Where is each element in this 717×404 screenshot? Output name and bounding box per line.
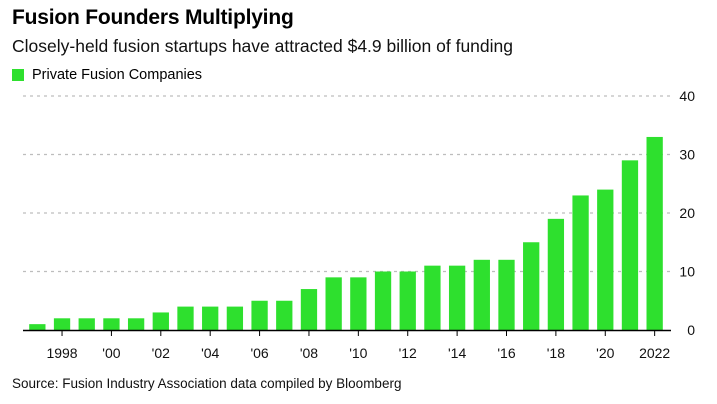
bar-1998 [53, 318, 71, 330]
bar-2017 [523, 242, 540, 330]
x-tick-label: '12 [399, 345, 417, 361]
bar-2002 [152, 312, 169, 330]
bar-2003 [177, 306, 194, 330]
legend: Private Fusion Companies [12, 67, 202, 83]
bar-2010 [350, 277, 367, 330]
bar-2021 [621, 160, 639, 330]
y-tick-label: 30 [679, 147, 695, 163]
x-tick-label: '14 [448, 345, 466, 361]
x-tick-label: '20 [596, 345, 614, 361]
chart-subtitle: Closely-held fusion startups have attrac… [12, 36, 513, 56]
x-tick-label: '06 [250, 345, 268, 361]
x-tick-label: '02 [152, 345, 170, 361]
bar-2020 [597, 189, 614, 330]
bar-2006 [251, 300, 268, 330]
bar-2022 [646, 136, 663, 330]
source-note: Source: Fusion Industry Association data… [12, 376, 402, 391]
bar-2007 [276, 300, 293, 330]
bar-2014 [448, 265, 466, 330]
bar-2012 [399, 271, 416, 330]
x-tick-label: '00 [102, 345, 120, 361]
bar-2013 [424, 265, 441, 330]
bar-2005 [226, 306, 244, 330]
x-tick-label: '04 [201, 345, 219, 361]
y-tick-label: 40 [679, 88, 695, 104]
bar-2001 [127, 318, 145, 330]
y-tick-label: 10 [679, 264, 695, 280]
bar-2018 [547, 218, 565, 330]
x-tick-label: 2022 [639, 345, 670, 361]
x-tick-label: '18 [547, 345, 565, 361]
x-tick-label: '08 [300, 345, 318, 361]
x-tick-label: '16 [497, 345, 515, 361]
chart-title: Fusion Founders Multiplying [12, 6, 294, 29]
bar-2009 [325, 277, 342, 330]
bar-2000 [103, 318, 120, 330]
bar-1999 [78, 318, 95, 330]
x-tick-label: '10 [349, 345, 367, 361]
bar-2019 [572, 195, 589, 330]
legend-label: Private Fusion Companies [32, 67, 203, 83]
bar-2016 [498, 259, 515, 330]
bar-1997 [29, 324, 46, 330]
x-tick-label: 1998 [46, 345, 77, 361]
bar-2011 [374, 271, 392, 330]
bar-2004 [202, 306, 219, 330]
y-tick-label: 0 [687, 322, 695, 338]
legend-swatch [12, 69, 24, 81]
y-tick-label: 20 [679, 205, 695, 221]
bar-2015 [473, 259, 490, 330]
bar-2008 [300, 289, 318, 330]
